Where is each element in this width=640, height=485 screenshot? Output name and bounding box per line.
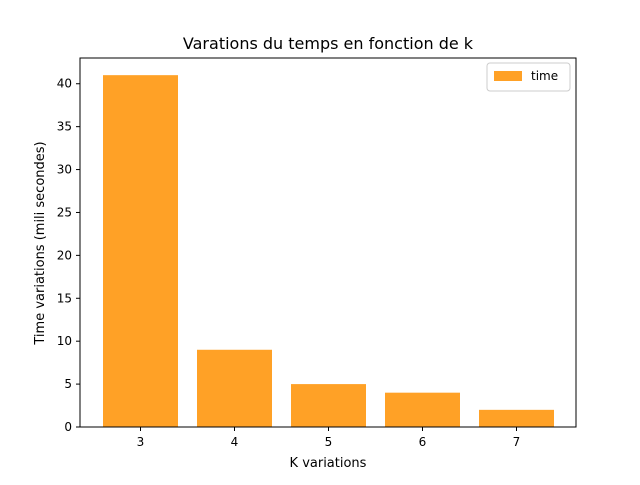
chart-title: Varations du temps en fonction de k	[183, 34, 474, 53]
y-axis-ticks: 0 5 10 15 20 25 30 35 40	[57, 77, 80, 434]
bar-k-3	[103, 75, 178, 428]
y-tick-label: 5	[64, 377, 72, 391]
x-tick-label: 5	[325, 435, 333, 449]
bar-k-5	[291, 384, 366, 427]
x-tick-label: 4	[231, 435, 239, 449]
y-tick-label: 20	[57, 248, 72, 262]
legend-swatch	[494, 71, 522, 81]
x-tick-label: 7	[513, 435, 521, 449]
legend-box	[486, 62, 571, 92]
y-tick-label: 15	[57, 291, 72, 305]
y-tick-label: 40	[57, 77, 72, 91]
y-tick-label: 25	[57, 205, 72, 219]
bar-k-4	[197, 349, 272, 427]
y-tick-label: 10	[57, 334, 72, 348]
y-tick-label: 35	[57, 120, 72, 134]
legend-label: time	[531, 69, 558, 83]
x-tick-label: 6	[419, 435, 427, 449]
y-axis-label: Time variations (mili secondes)	[33, 141, 48, 345]
y-tick-label: 30	[57, 163, 72, 177]
bar-k-7	[479, 409, 554, 427]
plot-frame	[79, 57, 577, 428]
x-axis-ticks: 3 4 5 6 7	[137, 427, 521, 449]
bar-k-6	[385, 392, 460, 427]
x-tick-label: 3	[137, 435, 145, 449]
x-axis-label: K variations	[290, 456, 367, 471]
y-tick-label: 0	[64, 420, 72, 434]
legend: time	[486, 62, 571, 92]
bars-group	[103, 75, 554, 428]
